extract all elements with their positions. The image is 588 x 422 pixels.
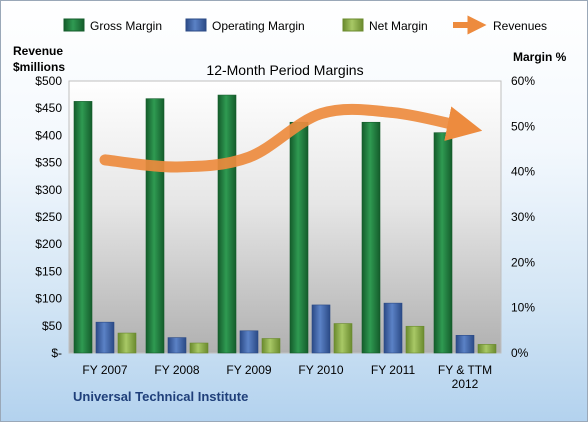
- bar-net-margin: [261, 338, 281, 354]
- bar-gross-margin: [433, 132, 453, 354]
- bar-net-margin: [189, 342, 209, 354]
- right-tick-label: 20%: [511, 255, 535, 269]
- legend-label-net: Net Margin: [369, 19, 428, 33]
- left-tick-label: $500: [35, 74, 62, 88]
- right-tick-label: 30%: [511, 210, 535, 224]
- company-name: Universal Technical Institute: [73, 389, 248, 404]
- bar-gross-margin: [217, 94, 237, 354]
- bar-net-margin: [405, 325, 425, 354]
- left-tick-label: $450: [35, 101, 62, 115]
- left-tick-label: $150: [35, 264, 62, 278]
- right-axis: 0% 10% 20% 30% 40% 50% 60%: [511, 74, 535, 360]
- right-tick-label: 60%: [511, 74, 535, 88]
- legend-swatch-operating: [185, 18, 207, 32]
- left-tick-label: $-: [51, 346, 62, 360]
- legend-swatch-net: [342, 18, 364, 32]
- revenue-line: [99, 103, 483, 173]
- bar-gross-margin: [145, 98, 165, 354]
- bar-operating-margin: [95, 321, 115, 354]
- bar-operating-margin: [239, 330, 259, 354]
- right-tick-label: 50%: [511, 119, 535, 133]
- left-axis-title-line1: Revenue: [13, 44, 63, 58]
- plot-area: [68, 80, 502, 354]
- category-label: FY 2007: [82, 363, 127, 377]
- category-label: FY 2009: [226, 363, 271, 377]
- right-tick-label: 40%: [511, 165, 535, 179]
- right-tick-label: 0%: [511, 346, 529, 360]
- chart-title: 12-Month Period Margins: [206, 62, 363, 78]
- left-tick-label: $400: [35, 128, 62, 142]
- category-label: FY 2011: [371, 363, 416, 377]
- category-label: FY & TTM: [438, 363, 492, 377]
- category-label: 2012: [452, 377, 479, 391]
- category-label: FY 2008: [154, 363, 199, 377]
- left-tick-label: $350: [35, 156, 62, 170]
- bar-operating-margin: [455, 335, 475, 354]
- left-tick-label: $50: [42, 319, 62, 333]
- left-axis: $- $50 $100 $150 $200 $250 $300 $350 $400 $450 $50…: [35, 74, 62, 360]
- bar-gross-margin: [361, 121, 381, 354]
- left-tick-label: $200: [35, 237, 62, 251]
- legend: Gross Margin Operating Margin Net Margin…: [63, 15, 547, 35]
- revenue-line-layer: [99, 103, 483, 173]
- legend-swatch-gross: [63, 18, 85, 32]
- bar-operating-margin: [167, 337, 187, 354]
- left-tick-label: $300: [35, 183, 62, 197]
- bar-operating-margin: [311, 304, 331, 354]
- legend-label-revenues: Revenues: [493, 19, 547, 33]
- bar-net-margin: [333, 323, 353, 354]
- left-tick-label: $250: [35, 210, 62, 224]
- left-tick-label: $100: [35, 292, 62, 306]
- left-axis-title-line2: $millions: [13, 60, 65, 74]
- bar-net-margin: [477, 344, 497, 354]
- right-axis-title: Margin %: [513, 50, 567, 64]
- category-label: FY 2010: [298, 363, 343, 377]
- bar-net-margin: [117, 332, 137, 354]
- bar-operating-margin: [383, 302, 403, 354]
- legend-label-gross: Gross Margin: [90, 19, 162, 33]
- legend-label-operating: Operating Margin: [212, 19, 305, 33]
- bar-gross-margin: [73, 101, 93, 354]
- category-axis: FY 2007 FY 2008 FY 2009 FY 2010 FY 2011 FY & …: [82, 363, 492, 391]
- right-tick-label: 10%: [511, 301, 535, 315]
- bar-gross-margin: [289, 121, 309, 354]
